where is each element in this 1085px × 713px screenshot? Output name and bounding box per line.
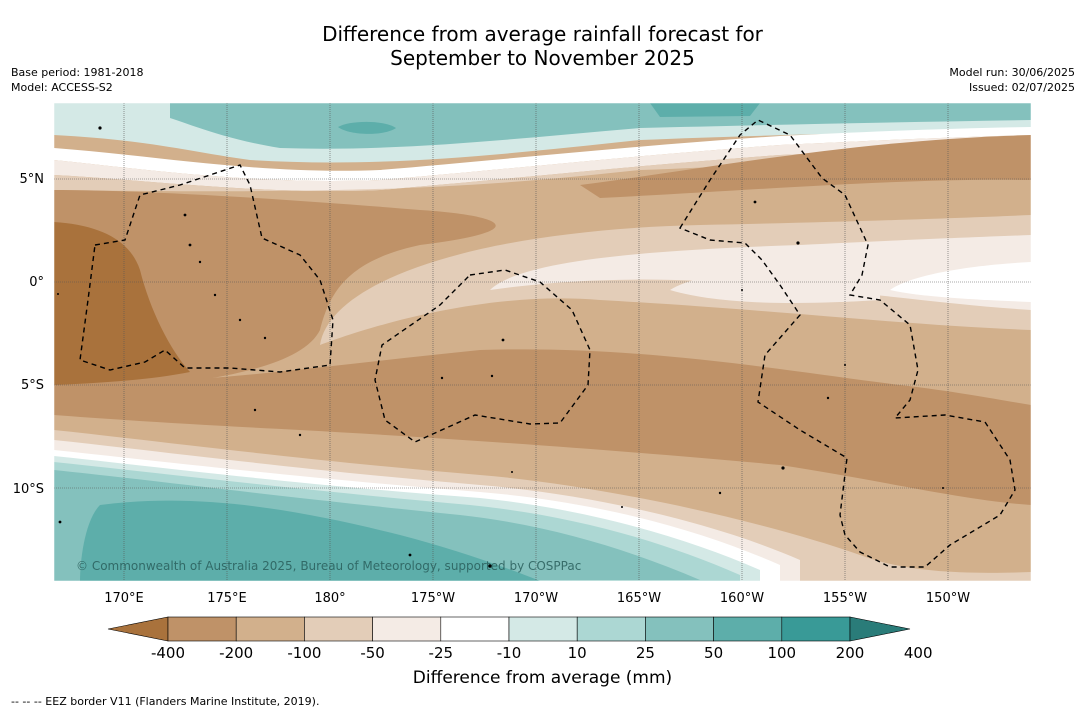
colorbar-extend-low	[107, 616, 169, 642]
gridlines	[54, 103, 1031, 581]
lon-label-175w: 175°W	[411, 591, 455, 606]
colorbar-title: Difference from average (mm)	[412, 668, 673, 688]
colorbar-tick-4: -25	[429, 644, 454, 662]
colorbar-tick-1: -200	[219, 644, 253, 662]
west-dry-core	[54, 222, 190, 385]
colorbar-extend-high	[849, 616, 911, 642]
lon-label-175e: 175°E	[207, 591, 247, 606]
model-run-text: Model run: 30/06/2025	[949, 66, 1075, 79]
lon-label-165w: 165°W	[617, 591, 661, 606]
colorbar-swatch-2	[235, 616, 305, 642]
lon-label-180: 180°	[314, 591, 345, 606]
colorbar-swatch-4	[372, 616, 442, 642]
colorbar-swatch-8	[645, 616, 714, 642]
colorbar-tick-6: 10	[568, 644, 587, 662]
south-wet-strong	[80, 500, 540, 581]
colorbar-swatch-10	[781, 616, 851, 642]
north-white-band	[54, 127, 1031, 181]
colorbar-swatch-5	[440, 616, 510, 642]
colorbar: -400 -200 -100 -50 -25 -10 10 25 50 100 200 400	[107, 616, 933, 662]
north-dry-light	[54, 135, 1031, 192]
longitude-labels: 170°E 175°E 180° 175°W 170°W 165°W 160°W…	[104, 591, 970, 606]
lon-label-160w: 160°W	[720, 591, 764, 606]
colorbar-tick-3: -50	[360, 644, 385, 662]
colorbar-swatch-3	[304, 616, 373, 642]
map-title: Difference from average rainfall forecas…	[0, 22, 1085, 70]
colorbar-tick-2: -100	[287, 644, 321, 662]
map-area: © Commonwealth of Australia 2025, Bureau…	[54, 103, 1031, 581]
lat-label-10s: 10°S	[13, 482, 44, 497]
colorbar-swatch-6	[508, 616, 578, 642]
colorbar-tick-5: -10	[497, 644, 522, 662]
base-period-text: Base period: 1981-2018	[11, 66, 144, 79]
colorbar-tick-9: 100	[767, 644, 796, 662]
colorbar-tick-7: 25	[636, 644, 655, 662]
run-info: Model run: 30/06/2025 Issued: 02/07/2025	[949, 65, 1075, 95]
model-info: Base period: 1981-2018 Model: ACCESS-S2	[11, 65, 143, 95]
north-dry-strong	[580, 135, 1031, 198]
title-line-2: September to November 2025	[390, 46, 695, 70]
lon-label-170w: 170°W	[514, 591, 558, 606]
colorbar-tick-0: -400	[151, 644, 185, 662]
lon-label-170e: 170°E	[104, 591, 144, 606]
colorbar-tick-8: 50	[704, 644, 723, 662]
islands	[57, 126, 944, 568]
lat-label-5n: 5°N	[20, 172, 45, 187]
colorbar-tick-10: 200	[836, 644, 865, 662]
colorbar-swatch-9	[713, 616, 783, 642]
lon-label-150w: 150°W	[926, 591, 970, 606]
colorbar-tick-11: 400	[904, 644, 933, 662]
north-wet-core	[338, 121, 396, 134]
colorbar-swatch-7	[576, 616, 646, 642]
north-wet-band-mid	[170, 103, 1031, 149]
map-frame	[53, 102, 1032, 582]
lat-label-5s: 5°S	[21, 378, 44, 393]
model-text: Model: ACCESS-S2	[11, 81, 113, 94]
north-wet-band-strong	[650, 103, 760, 117]
lon-label-155w: 155°W	[823, 591, 867, 606]
colorbar-swatch-1	[167, 616, 237, 642]
equator-near-normal-west	[670, 264, 880, 303]
title-line-1: Difference from average rainfall forecas…	[322, 22, 763, 46]
issued-text: Issued: 02/07/2025	[968, 81, 1075, 94]
eez-legend-footnote: -- -- -- EEZ border V11 (Flanders Marine…	[11, 695, 320, 708]
lat-label-0: 0°	[29, 275, 44, 290]
latitude-labels: 5°N 0° 5°S 10°S	[13, 172, 44, 497]
south-dry-strong	[54, 349, 1031, 505]
eez-borders	[79, 119, 1016, 568]
copyright-text: © Commonwealth of Australia 2025, Bureau…	[76, 559, 581, 573]
